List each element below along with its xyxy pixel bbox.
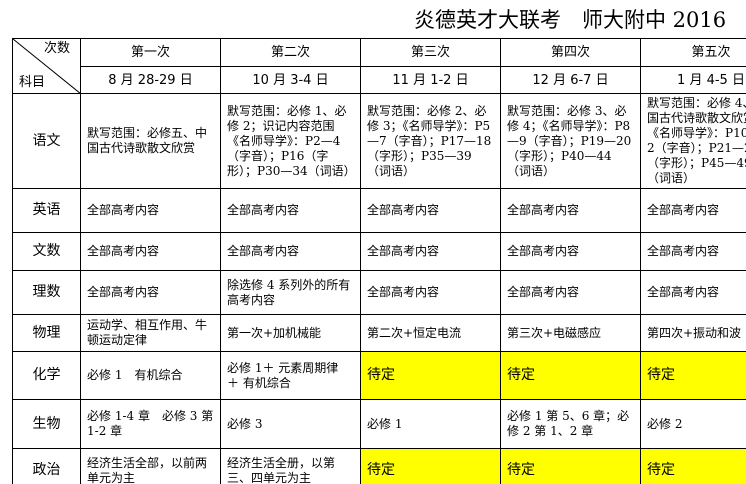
session: 第一次 bbox=[80, 38, 221, 67]
content-cell: 必修 1 第 5、6 章；必修 2 第 1、2 章 bbox=[500, 399, 641, 449]
subject: 生物 bbox=[12, 399, 81, 449]
subject-row: 化学 必修 1 有机综合 必修 1＋ 元素周期律 ＋ 有机综合 待定 待定 待定 bbox=[12, 351, 746, 400]
content-cell: 全部高考内容 bbox=[360, 270, 501, 315]
subject-row: 文数 全部高考内容 全部高考内容 全部高考内容 全部高考内容 全部高考内容 bbox=[12, 232, 746, 271]
content-cell: 默写范围：必修 2、必修 3；《名师导学》：P5—7（字音）；P17—18（字形… bbox=[360, 93, 501, 189]
content-cell: 全部高考内容 bbox=[500, 232, 641, 271]
subject: 政治 bbox=[12, 448, 81, 484]
content-cell: 全部高考内容 bbox=[500, 188, 641, 233]
content-cell: 第三次+电磁感应 bbox=[500, 314, 641, 352]
subject: 物理 bbox=[12, 314, 81, 352]
pending-cell: 待定 bbox=[500, 351, 641, 400]
subject-row: 政治 经济生活全部，以前两单元为主 经济生活全册，以第三、四单元为主 待定 待定 待定 bbox=[12, 448, 746, 484]
subject: 理数 bbox=[12, 270, 81, 315]
content-cell: 必修 2 bbox=[640, 399, 746, 449]
content-cell: 全部高考内容 bbox=[640, 270, 746, 315]
subject: 英语 bbox=[12, 188, 81, 233]
content-cell: 全部高考内容 bbox=[360, 232, 501, 271]
subject-row: 英语 全部高考内容 全部高考内容 全部高考内容 全部高考内容 全部高考内容 bbox=[12, 188, 746, 233]
subject-row: 物理 运动学、相互作用、牛顿运动定律 第一次+加机械能 第二次+恒定电流 第三次+电磁感… bbox=[12, 314, 746, 352]
content-cell: 经济生活全部，以前两单元为主 bbox=[80, 448, 221, 484]
pending-cell: 待定 bbox=[360, 351, 501, 400]
date: 10 月 3-4 日 bbox=[220, 66, 361, 94]
content-cell: 默写范围：必修 1、必修 2；识记内容范围《名师导学》：P2—4（字音）；P16… bbox=[220, 93, 361, 189]
content-cell: 第四次+振动和波 bbox=[640, 314, 746, 352]
content-cell: 全部高考内容 bbox=[220, 232, 361, 271]
content-cell: 全部高考内容 bbox=[80, 232, 221, 271]
subject: 语文 bbox=[12, 93, 81, 189]
content-cell: 第二次+恒定电流 bbox=[360, 314, 501, 352]
table-body: 次数 科目 第一次 第二次 第三次 第四次 第五次 8 月 28-29 日 10… bbox=[12, 38, 746, 484]
date: 12 月 6-7 日 bbox=[500, 66, 641, 94]
content-cell: 全部高考内容 bbox=[80, 188, 221, 233]
content-cell: 默写范围：必修五、中国古代诗歌散文欣赏 bbox=[80, 93, 221, 189]
content-cell: 默写范围：必修 4、中国古代诗歌散文欣赏；《名师导学》：P10—12（字音）；P… bbox=[640, 93, 746, 189]
content-cell: 经济生活全册，以第三、四单元为主 bbox=[220, 448, 361, 484]
pending-cell: 待定 bbox=[640, 351, 746, 400]
subject: 化学 bbox=[12, 351, 81, 400]
content-cell: 全部高考内容 bbox=[500, 270, 641, 315]
content-cell: 全部高考内容 bbox=[640, 232, 746, 271]
pending-cell: 待定 bbox=[360, 448, 501, 484]
content-cell: 全部高考内容 bbox=[220, 188, 361, 233]
subject: 文数 bbox=[12, 232, 81, 271]
content-cell: 第一次+加机械能 bbox=[220, 314, 361, 352]
title: 炎德英才大联考 师大附中 2016 bbox=[414, 8, 727, 32]
content-cell: 必修 1 有机综合 bbox=[80, 351, 221, 400]
session: 第五次 bbox=[640, 38, 746, 67]
content-cell: 必修 1-4 章 必修 3 第 1-2 章 bbox=[80, 399, 221, 449]
corner-diagonal bbox=[13, 39, 80, 93]
header-row: 次数 科目 第一次 第二次 第三次 第四次 第五次 bbox=[12, 38, 746, 94]
date: 8 月 28-29 日 bbox=[80, 66, 221, 94]
content-cell: 必修 1＋ 元素周期律 ＋ 有机综合 bbox=[220, 351, 361, 400]
subject-row: 语文 默写范围：必修五、中国古代诗歌散文欣赏 默写范围：必修 1、必修 2；识记内容… bbox=[12, 93, 746, 189]
content-cell: 全部高考内容 bbox=[640, 188, 746, 233]
subject-row: 理数 全部高考内容 除选修 4 系列外的所有高考内容 全部高考内容 全部高考内容 全部高考… bbox=[12, 270, 746, 315]
table-wrap: 次数 科目 第一次 第二次 第三次 第四次 第五次 8 月 28-29 日 10… bbox=[12, 38, 746, 484]
corner-cell: 次数 科目 bbox=[12, 38, 81, 94]
date: 11 月 1-2 日 bbox=[360, 66, 501, 94]
content-cell: 运动学、相互作用、牛顿运动定律 bbox=[80, 314, 221, 352]
content-cell: 全部高考内容 bbox=[360, 188, 501, 233]
corner-bottom: 科目 bbox=[19, 75, 46, 90]
content-cell: 默写范围：必修 3、必修 4；《名师导学》：P8—9（字音）；P19—20（字形… bbox=[500, 93, 641, 189]
date-row: 8 月 28-29 日 10 月 3-4 日 11 月 1-2 日 12 月 6… bbox=[13, 66, 746, 94]
content-cell: 全部高考内容 bbox=[80, 270, 221, 315]
session: 第四次 bbox=[500, 38, 641, 67]
schedule-table: 次数 科目 第一次 第二次 第三次 第四次 第五次 8 月 28-29 日 10… bbox=[12, 38, 746, 484]
date: 1 月 4-5 日 bbox=[640, 66, 746, 94]
session: 第三次 bbox=[360, 38, 501, 67]
subject-row: 生物 必修 1-4 章 必修 3 第 1-2 章必修 3 必修 1 必修 1 第 5、… bbox=[12, 399, 746, 449]
pending-cell: 待定 bbox=[500, 448, 641, 484]
content-cell: 除选修 4 系列外的所有高考内容 bbox=[220, 270, 361, 315]
content-cell: 必修 3 bbox=[220, 399, 361, 449]
pending-cell: 待定 bbox=[640, 448, 746, 484]
content-cell: 必修 1 bbox=[360, 399, 501, 449]
session: 第二次 bbox=[220, 38, 361, 67]
corner-top: 次数 bbox=[43, 41, 70, 56]
